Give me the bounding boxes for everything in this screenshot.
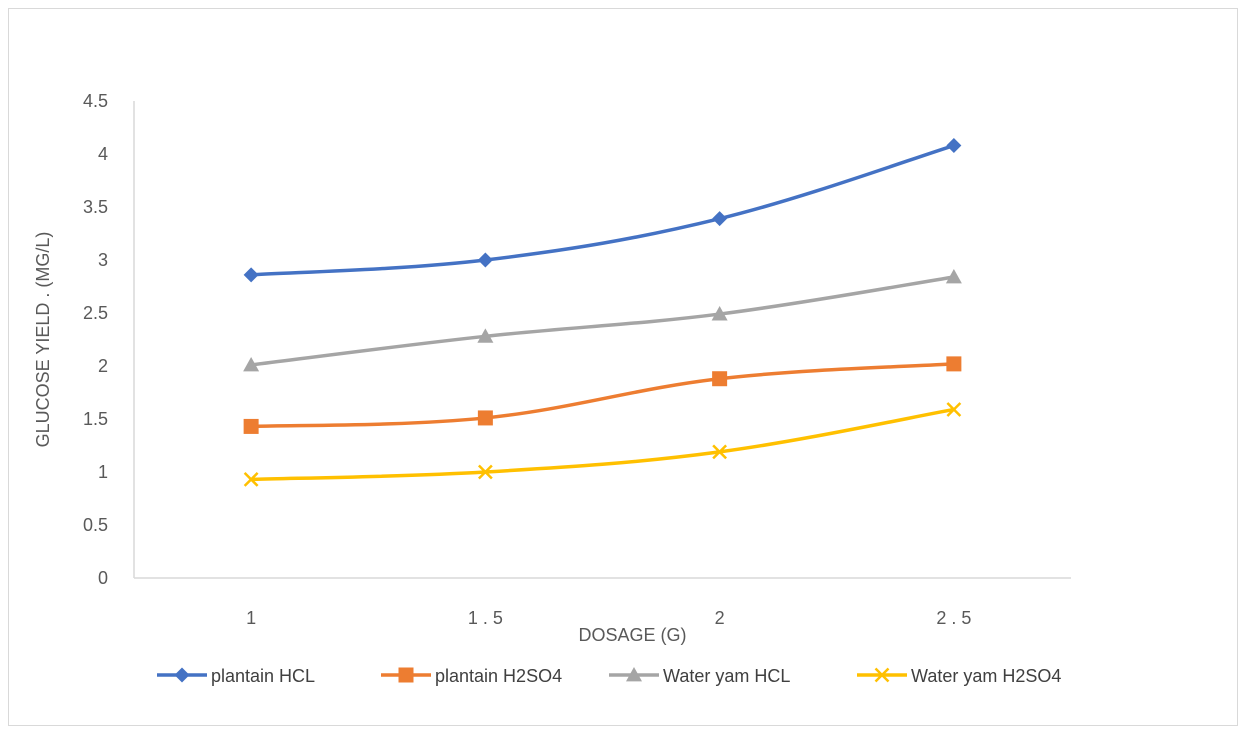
data-point	[946, 356, 962, 372]
legend-label: Water yam H2SO4	[911, 666, 1061, 686]
legend-marker	[398, 667, 414, 683]
y-tick-label: 2	[98, 356, 108, 376]
series-plantain-h2so4	[243, 356, 962, 434]
legend-marker	[626, 667, 642, 682]
data-point	[243, 356, 260, 372]
axes	[133, 101, 1071, 579]
y-tick-label: 0.5	[83, 515, 108, 535]
y-tick-label: 3	[98, 250, 108, 270]
legend-label: plantain H2SO4	[435, 666, 562, 686]
x-tick-label: 2	[715, 608, 725, 628]
series-water-yam-h2so4	[243, 402, 962, 487]
legend-label: plantain HCL	[211, 666, 315, 686]
data-point	[243, 472, 259, 487]
legend-marker	[174, 667, 190, 683]
y-tick-label: 3.5	[83, 197, 108, 217]
data-point	[477, 328, 494, 343]
legend-label: Water yam HCL	[663, 666, 790, 686]
y-tick-label: 0	[98, 568, 108, 588]
data-point	[945, 268, 962, 284]
data-point	[477, 410, 493, 426]
data-point	[243, 267, 259, 283]
y-tick-label: 2.5	[83, 303, 108, 323]
series-line	[249, 407, 956, 482]
x-tick-label: 2 . 5	[936, 608, 971, 628]
x-tick-label: 1 . 5	[468, 608, 503, 628]
data-point	[712, 211, 728, 227]
y-tick-labels: 0 0.5 1 1.5 2 2.5 3 3.5 4 4.5	[83, 91, 108, 588]
data-point	[243, 418, 259, 434]
data-point	[477, 252, 493, 268]
data-point	[946, 138, 962, 154]
series-line	[249, 143, 956, 277]
legend: plantain HCL plantain H2SO4 Water yam HCL W…	[157, 666, 1061, 686]
legend-item: plantain HCL	[157, 666, 315, 686]
data-point	[712, 444, 728, 460]
chart-frame: 0 0.5 1 1.5 2 2.5 3 3.5 4 4.5 1 1 . 5 2 2 . 5 GLUCOS…	[8, 8, 1238, 726]
x-tick-labels: 1 1 . 5 2 2 . 5	[246, 608, 971, 628]
y-axis-title: GLUCOSE YIELD . (MG/L)	[33, 232, 53, 448]
data-point	[477, 464, 493, 480]
legend-marker	[874, 667, 890, 683]
legend-item: plantain H2SO4	[381, 666, 562, 686]
y-tick-label: 4	[98, 144, 108, 164]
series-line	[249, 362, 956, 429]
line-chart: 0 0.5 1 1.5 2 2.5 3 3.5 4 4.5 1 1 . 5 2 2 . 5 GLUCOS…	[33, 91, 1071, 686]
series-line	[249, 275, 956, 367]
data-point	[711, 306, 728, 321]
legend-item: Water yam H2SO4	[857, 666, 1061, 686]
legend-item: Water yam HCL	[609, 666, 790, 686]
data-point	[712, 371, 728, 387]
series-water-yam-hcl	[243, 268, 962, 372]
y-tick-label: 1.5	[83, 409, 108, 429]
data-point	[946, 402, 962, 417]
x-tick-label: 1	[246, 608, 256, 628]
series-plantain-hcl	[243, 138, 962, 283]
y-tick-label: 1	[98, 462, 108, 482]
series-group	[243, 138, 962, 487]
x-axis-title: DOSAGE (G)	[578, 625, 686, 645]
y-tick-label: 4.5	[83, 91, 108, 111]
